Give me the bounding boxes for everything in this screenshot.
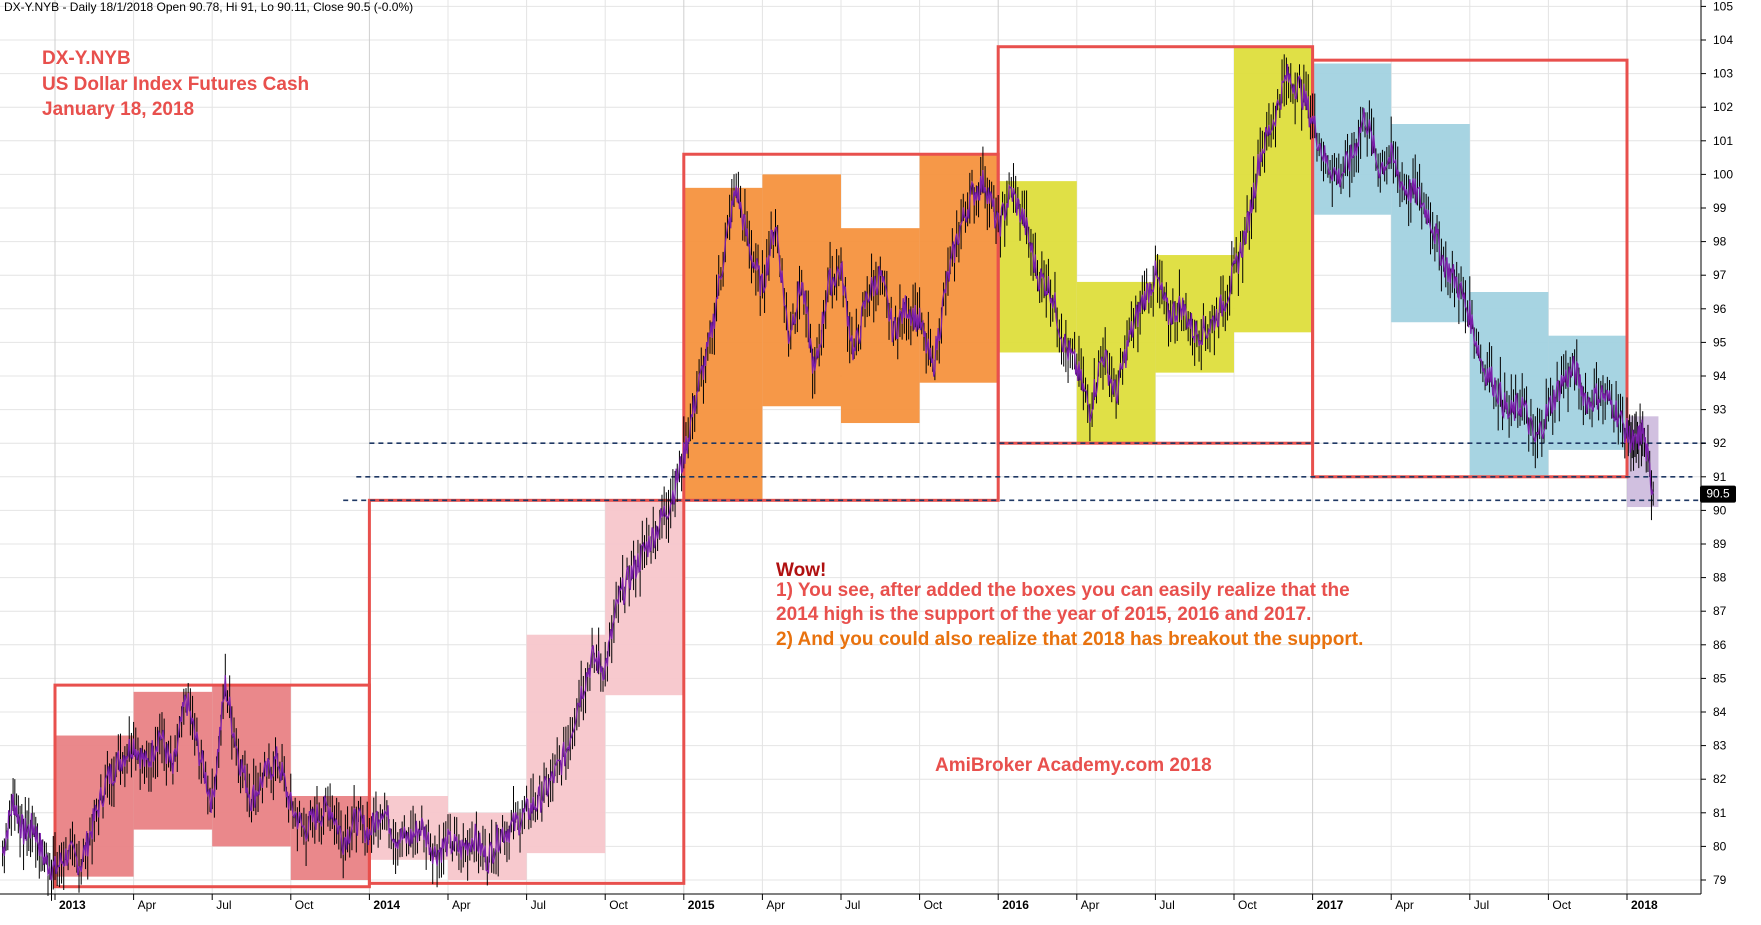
y-tick-label: 89 xyxy=(1713,537,1727,551)
y-tick-label: 82 xyxy=(1713,772,1727,786)
price-series-layer xyxy=(1,54,1654,901)
y-tick-label: 88 xyxy=(1713,571,1727,585)
x-tick-label: 2013 xyxy=(59,898,86,912)
watermark: AmiBroker Academy.com 2018 xyxy=(935,755,1212,776)
y-tick-label: 94 xyxy=(1713,369,1727,383)
note-point2: 2) And you could also realize that 2018 … xyxy=(776,629,1363,650)
y-tick-label: 96 xyxy=(1713,302,1727,316)
x-tick-label: Jul xyxy=(216,898,231,912)
quarter-box xyxy=(919,154,999,383)
y-tick-label: 83 xyxy=(1713,739,1727,753)
y-tick-label: 92 xyxy=(1713,436,1727,450)
year-box xyxy=(1311,58,1629,479)
x-tick-label: 2016 xyxy=(1002,898,1029,912)
last-price-label: 90.5 xyxy=(1706,487,1730,501)
x-tick-label: Apr xyxy=(138,898,157,912)
x-tick-label: Jul xyxy=(845,898,860,912)
y-tick-label: 99 xyxy=(1713,201,1727,215)
y-tick-label: 91 xyxy=(1713,470,1727,484)
y-tick-label: 84 xyxy=(1713,705,1727,719)
y-tick-label: 100 xyxy=(1713,167,1733,181)
note-point1-line2: 2014 high is the support of the year of … xyxy=(776,604,1311,625)
x-tick-label: 2017 xyxy=(1317,898,1344,912)
x-tick-label: Apr xyxy=(1081,898,1100,912)
quarter-box xyxy=(1234,46,1313,333)
y-tick-label: 97 xyxy=(1713,268,1727,282)
price-series xyxy=(1,63,1654,881)
y-tick-label: 102 xyxy=(1713,100,1733,114)
last-price-tag: 90.5 xyxy=(1700,485,1736,503)
y-tick-label: 95 xyxy=(1713,335,1727,349)
y-tick-label: 101 xyxy=(1713,134,1733,148)
x-tick-label: 2014 xyxy=(373,898,400,912)
x-tick-label: Apr xyxy=(766,898,785,912)
title-symbol: DX-Y.NYB xyxy=(42,48,131,69)
axes-layer: 79 80 81 82 83 84 85 86 87 88 89 90 91 92 93 94 95 96 97 98… xyxy=(0,0,1733,912)
x-tick-label: Oct xyxy=(1552,898,1571,912)
y-tick-label: 80 xyxy=(1713,839,1727,853)
y-tick-label: 90 xyxy=(1713,503,1727,517)
y-tick-label: 81 xyxy=(1713,806,1727,820)
y-tick-label: 85 xyxy=(1713,671,1727,685)
x-tick-label: Jul xyxy=(531,898,546,912)
x-tick-label: Apr xyxy=(1395,898,1414,912)
y-tick-label: 87 xyxy=(1713,604,1727,618)
note-wow: Wow! xyxy=(776,560,826,581)
x-tick-label: Oct xyxy=(1238,898,1257,912)
y-tick-label: 93 xyxy=(1713,403,1727,417)
x-tick-label: Oct xyxy=(609,898,628,912)
quarter-box xyxy=(605,500,684,696)
x-tick-label: Jul xyxy=(1159,898,1174,912)
quarter-box xyxy=(683,187,763,501)
title-name: US Dollar Index Futures Cash xyxy=(42,74,309,95)
x-tick-label: Oct xyxy=(295,898,314,912)
x-tick-label: Jul xyxy=(1474,898,1489,912)
y-tick-label: 104 xyxy=(1713,33,1733,47)
quarter-boxes-layer xyxy=(55,46,1659,880)
y-tick-label: 79 xyxy=(1713,873,1727,887)
chart-header: DX-Y.NYB - Daily 18/1/2018 Open 90.78, H… xyxy=(4,0,413,14)
x-tick-label: 2015 xyxy=(688,898,715,912)
y-tick-label: 98 xyxy=(1713,235,1727,249)
y-tick-label: 103 xyxy=(1713,67,1733,81)
x-tick-label: 2018 xyxy=(1631,898,1658,912)
note-point1-line1: 1) You see, after added the boxes you ca… xyxy=(776,580,1350,601)
x-tick-label: Apr xyxy=(452,898,471,912)
y-tick-label: 86 xyxy=(1713,638,1727,652)
support-lines-layer xyxy=(343,442,1706,502)
x-tick-label: Oct xyxy=(924,898,943,912)
last-price-box xyxy=(1700,485,1736,503)
title-date: January 18, 2018 xyxy=(42,99,194,120)
quarter-box xyxy=(1469,292,1549,477)
y-tick-label: 105 xyxy=(1713,0,1733,13)
